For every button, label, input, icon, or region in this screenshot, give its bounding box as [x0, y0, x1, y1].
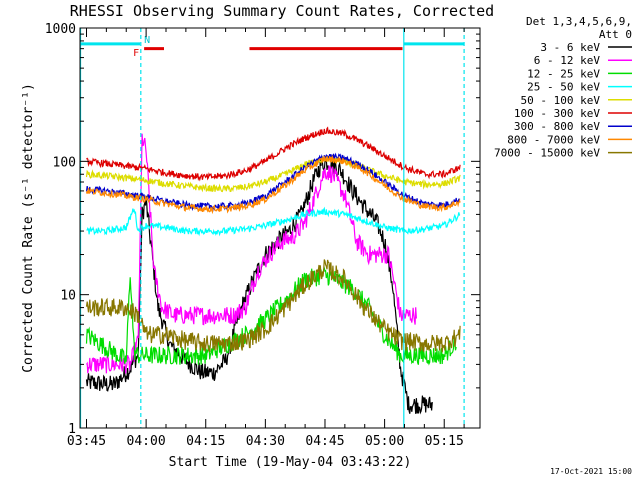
chart-title: RHESSI Observing Summary Count Rates, Co…: [70, 2, 494, 20]
x-tick-label: 04:15: [186, 434, 225, 449]
legend-entry-label: 800 - 7000 keV: [507, 133, 600, 146]
series-line: [85, 154, 461, 215]
legend-entry-label: 50 - 100 keV: [521, 94, 601, 107]
x-tick-label: 05:00: [365, 434, 404, 449]
legend-entry-label: 12 - 25 keV: [527, 67, 600, 80]
y-tick-label: 10: [60, 289, 76, 304]
series-line: [86, 206, 461, 237]
series-line: [85, 155, 461, 193]
x-tick-label: 04:00: [127, 434, 166, 449]
marker-layer: FN: [79, 28, 465, 428]
x-axis: 03:45 04:00 04:15 04:30 04:45 05:00 05:15: [67, 28, 465, 449]
legend-header-line-2: Att 0: [599, 28, 632, 41]
legend-entry-label: 25 - 50 keV: [527, 81, 600, 94]
y-tick-label: 100: [53, 155, 76, 170]
series-line: [86, 126, 461, 182]
series-layer: [85, 126, 461, 415]
x-tick-label: 04:45: [305, 434, 344, 449]
series-line: [85, 266, 457, 366]
legend-entry-label: 7000 - 15000 keV: [494, 147, 600, 160]
timestamp: 17-Oct-2021 15:00: [550, 467, 632, 476]
legend-header-line-1: Det 1,3,4,5,6,9,: [526, 15, 632, 28]
x-tick-label: 05:15: [425, 434, 464, 449]
flag-label-n: N: [144, 35, 150, 46]
x-tick-label: 04:30: [246, 434, 285, 449]
x-tick-label: 03:45: [67, 434, 106, 449]
y-axis: 1 10 100 1000: [45, 22, 480, 437]
legend-entry-label: 3 - 6 keV: [540, 41, 600, 54]
y-axis-label: Corrected Count Rate (s⁻¹ detector⁻¹): [21, 83, 36, 373]
series-line: [85, 156, 433, 415]
y-tick-label: 1: [68, 422, 76, 437]
y-tick-label: 1000: [45, 22, 76, 37]
plot-frame: [79, 27, 481, 429]
flag-label-f: F: [133, 48, 139, 59]
legend-entry-label: 300 - 800 keV: [514, 120, 600, 133]
legend-entry-label: 100 - 300 keV: [514, 107, 600, 120]
x-axis-label: Start Time (19-May-04 03:43:22): [169, 455, 412, 470]
legend-entry-label: 6 - 12 keV: [534, 54, 601, 67]
series-line: [85, 259, 461, 353]
